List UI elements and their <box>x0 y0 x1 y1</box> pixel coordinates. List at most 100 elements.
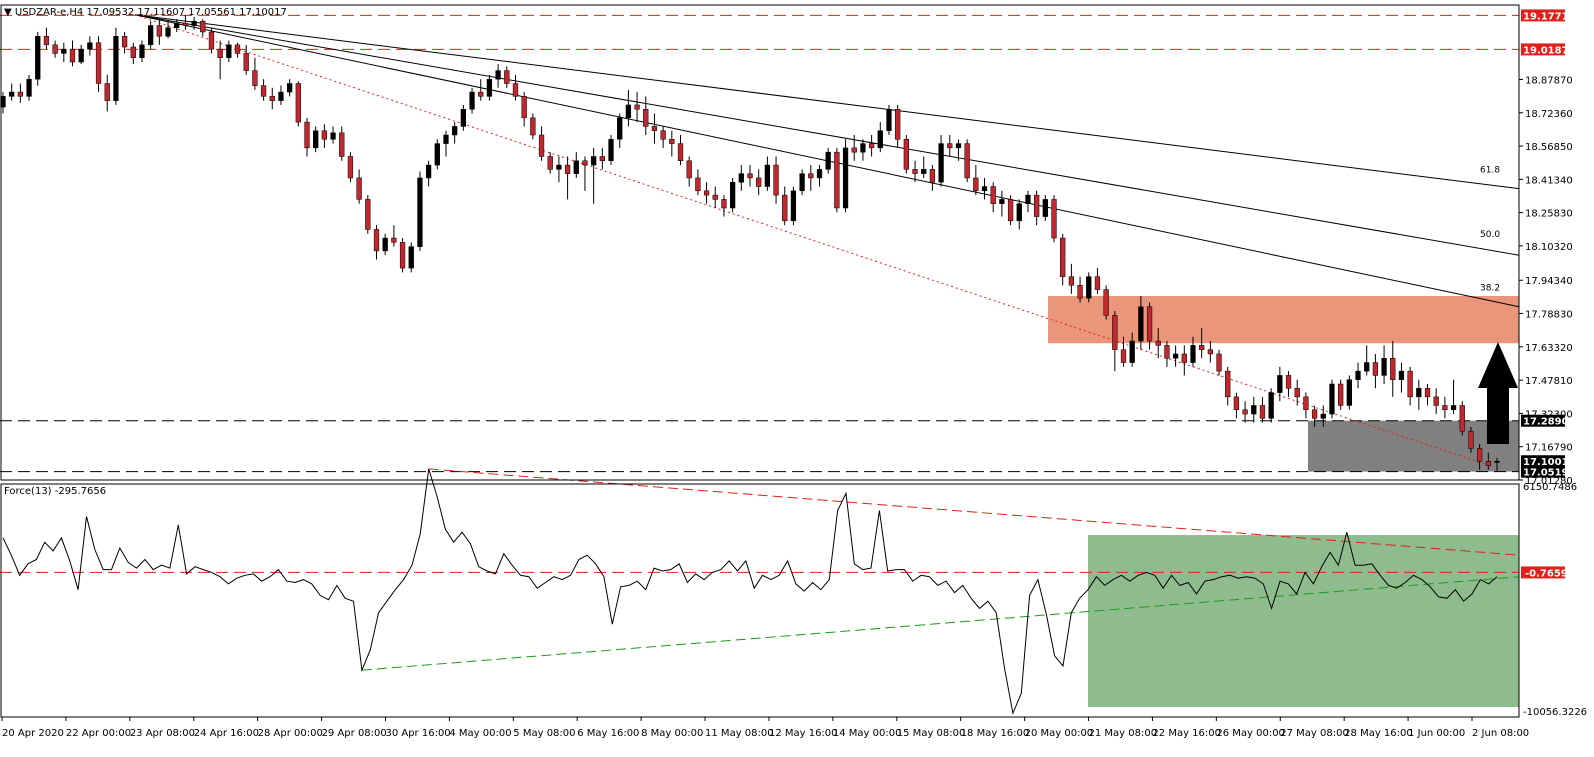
x-tick-label: 20 Apr 2020 <box>2 728 64 739</box>
candle-bearish <box>260 85 267 97</box>
candle-bearish <box>782 194 788 222</box>
candle-bullish <box>1138 306 1144 342</box>
candle-bullish <box>148 25 154 46</box>
candle-bullish <box>573 160 579 174</box>
price-tick-label: 18.72360 <box>1525 109 1573 120</box>
price-panel: 61.8 50.0 38.2 ▼ USDZAR-e,H4 17.09532 17.11… <box>0 7 1520 473</box>
x-tick-label: 14 May 00:00 <box>833 728 902 739</box>
candle-bullish <box>617 117 623 140</box>
price-label-text: 17.28900 <box>1523 417 1576 428</box>
candle-bullish <box>625 104 632 119</box>
candle-bullish <box>860 143 866 153</box>
candle-bullish <box>469 91 475 110</box>
price-tick-label: 18.25830 <box>1525 209 1573 220</box>
candle-bearish <box>1155 340 1161 346</box>
candle-bearish <box>599 156 605 162</box>
candle-bearish <box>912 169 918 174</box>
candle-bearish <box>304 121 310 149</box>
force-level-text: -0.7659 <box>1525 568 1568 579</box>
candle-bullish <box>981 186 988 192</box>
candle-bearish <box>1433 396 1439 406</box>
candle-bullish <box>61 48 67 54</box>
candle-bullish <box>408 246 414 269</box>
price-label-text: 17.10017 <box>1523 457 1576 468</box>
candle-bearish <box>1442 405 1448 411</box>
force-level-box <box>1521 566 1565 579</box>
candle-bullish <box>1016 203 1022 222</box>
candle-bullish <box>495 70 501 80</box>
force-descending-trendline <box>428 468 1520 556</box>
candle-bullish <box>330 132 336 140</box>
x-tick-label: 27 May 08:00 <box>1280 728 1349 739</box>
candle-bullish <box>486 78 493 97</box>
candle-bearish <box>217 48 223 58</box>
candle-bearish <box>95 42 102 84</box>
candle-bearish <box>660 130 666 140</box>
candle-bearish <box>564 164 571 174</box>
candle-bullish <box>113 36 119 101</box>
candle-bearish <box>773 164 779 196</box>
candle-bearish <box>252 70 258 86</box>
candle-bearish <box>1468 430 1474 449</box>
candle-bullish <box>278 91 284 101</box>
candle-bearish <box>339 132 345 157</box>
fib-fan-61-8 <box>134 14 1520 190</box>
candle-bearish <box>391 237 397 243</box>
candle-bearish <box>1207 349 1213 355</box>
candle-bearish <box>1242 409 1248 415</box>
candle-bullish <box>191 20 197 26</box>
price-label-box <box>1521 414 1565 427</box>
candle-bullish <box>417 177 423 247</box>
candle-bearish <box>478 91 484 97</box>
price-label-box <box>1521 43 1565 56</box>
candle-bearish <box>964 143 970 179</box>
price-label-box <box>1521 455 1565 468</box>
candle-bearish <box>1051 199 1057 239</box>
candle-bearish <box>712 194 718 200</box>
candle-bearish <box>208 31 215 50</box>
x-tick-label: 22 May 16:00 <box>1152 728 1221 739</box>
candle-bearish <box>504 70 510 84</box>
candle-bearish <box>1338 383 1344 406</box>
candle-bearish <box>895 108 901 140</box>
candle-bullish <box>425 164 432 179</box>
candle-bearish <box>1311 409 1318 419</box>
price-tick-label: 17.47810 <box>1525 376 1573 387</box>
candle-bearish <box>1372 362 1379 376</box>
candle-bullish <box>35 36 41 80</box>
price-tick-label: 17.94340 <box>1525 276 1573 287</box>
price-tick-label: 17.01280 <box>1525 476 1573 487</box>
candle-bearish <box>43 36 50 46</box>
candle-bearish <box>1034 194 1040 217</box>
candle-bearish <box>1164 345 1170 359</box>
force-ascending-trendline <box>361 576 1520 671</box>
candle-bearish <box>721 199 727 209</box>
fib-label: 61.8 <box>1480 166 1500 176</box>
candle-bearish <box>643 108 649 127</box>
candle-bullish <box>1494 461 1500 463</box>
x-tick-label: 23 Apr 08:00 <box>130 728 195 739</box>
x-tick-label: 1 Jun 00:00 <box>1408 728 1465 739</box>
candle-bearish <box>582 160 588 166</box>
price-panel-frame <box>0 4 1520 481</box>
x-tick-label: 8 May 00:00 <box>641 728 703 739</box>
candle-bearish <box>868 143 875 149</box>
x-tick-label: 2 Jun 08:00 <box>1472 728 1529 739</box>
x-tick-label: 30 Apr 16:00 <box>385 728 450 739</box>
force-bullish-zone <box>1088 535 1519 707</box>
resistance-zone <box>1048 295 1519 344</box>
candle-bearish <box>399 242 406 269</box>
candle-bullish <box>1355 370 1361 380</box>
candle-bullish <box>1398 370 1405 380</box>
candle-bullish <box>313 130 319 149</box>
candle-bearish <box>156 25 162 37</box>
candle-bullish <box>287 83 293 93</box>
x-tick-label: 29 Apr 08:00 <box>322 728 387 739</box>
candle-bearish <box>973 177 979 192</box>
candle-bullish <box>452 126 458 136</box>
candle-bullish <box>1190 345 1196 363</box>
candle-bearish <box>1120 349 1127 363</box>
fib-fan-50-0 <box>134 14 1520 256</box>
candle-bearish <box>756 177 762 187</box>
